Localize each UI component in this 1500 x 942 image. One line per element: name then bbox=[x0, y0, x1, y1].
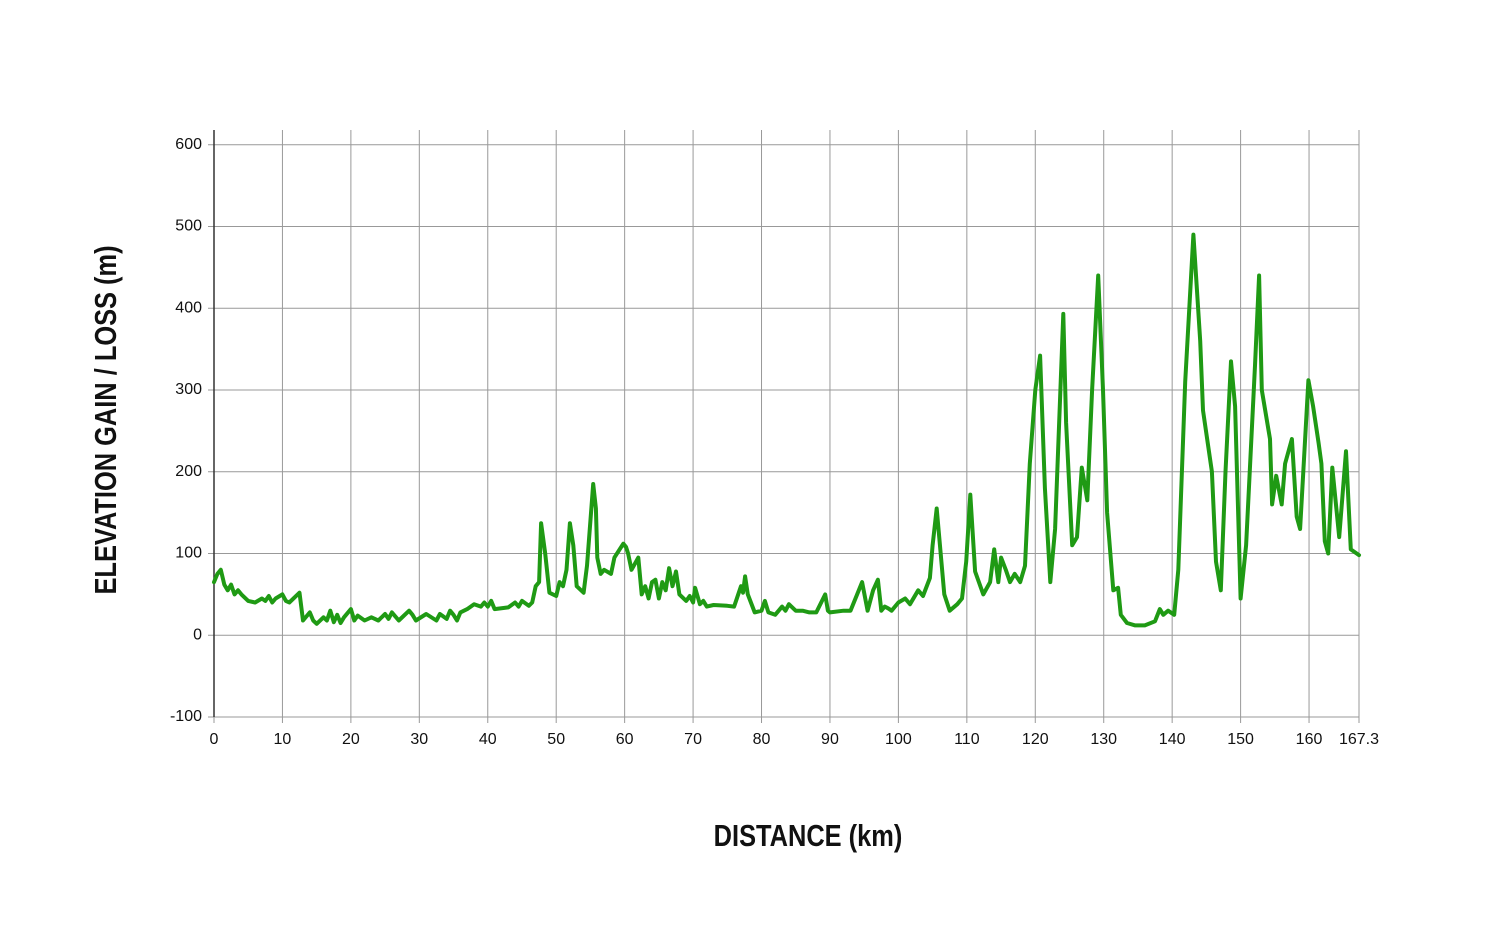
x-tick-label: 100 bbox=[885, 731, 912, 748]
x-tick-label: 80 bbox=[753, 731, 771, 748]
x-tick-label: 30 bbox=[410, 731, 428, 748]
y-tick-label: 600 bbox=[175, 136, 202, 153]
x-tick-label: 20 bbox=[342, 731, 360, 748]
y-tick-label: 300 bbox=[175, 381, 202, 398]
x-tick-label: 90 bbox=[821, 731, 839, 748]
y-tick-label: 500 bbox=[175, 218, 202, 235]
y-tick-label: 200 bbox=[175, 463, 202, 480]
y-axis-title: ELEVATION GAIN / LOSS (m) bbox=[89, 245, 124, 594]
x-tick-label: 150 bbox=[1227, 731, 1254, 748]
x-tick-label: 0 bbox=[210, 731, 219, 748]
y-tick-label: 100 bbox=[175, 545, 202, 562]
x-tick-label: 10 bbox=[274, 731, 292, 748]
x-tick-label: 60 bbox=[616, 731, 634, 748]
x-tick-label: 140 bbox=[1159, 731, 1186, 748]
elevation-line bbox=[212, 232, 1361, 628]
x-axis-title: DISTANCE (km) bbox=[714, 819, 903, 854]
x-tick-label: 120 bbox=[1022, 731, 1049, 748]
x-tick-label: 130 bbox=[1090, 731, 1117, 748]
y-tick-label: 400 bbox=[175, 299, 202, 316]
x-tick-label: 40 bbox=[479, 731, 497, 748]
x-tick-label: 160 bbox=[1296, 731, 1323, 748]
y-tick-label: -100 bbox=[170, 708, 202, 725]
x-tick-label: 110 bbox=[954, 731, 980, 748]
x-tick-label: 50 bbox=[547, 731, 565, 748]
y-tick-label: 0 bbox=[193, 626, 202, 643]
x-tick-label: 167.3 bbox=[1339, 731, 1379, 748]
x-tick-label: 70 bbox=[684, 731, 702, 748]
